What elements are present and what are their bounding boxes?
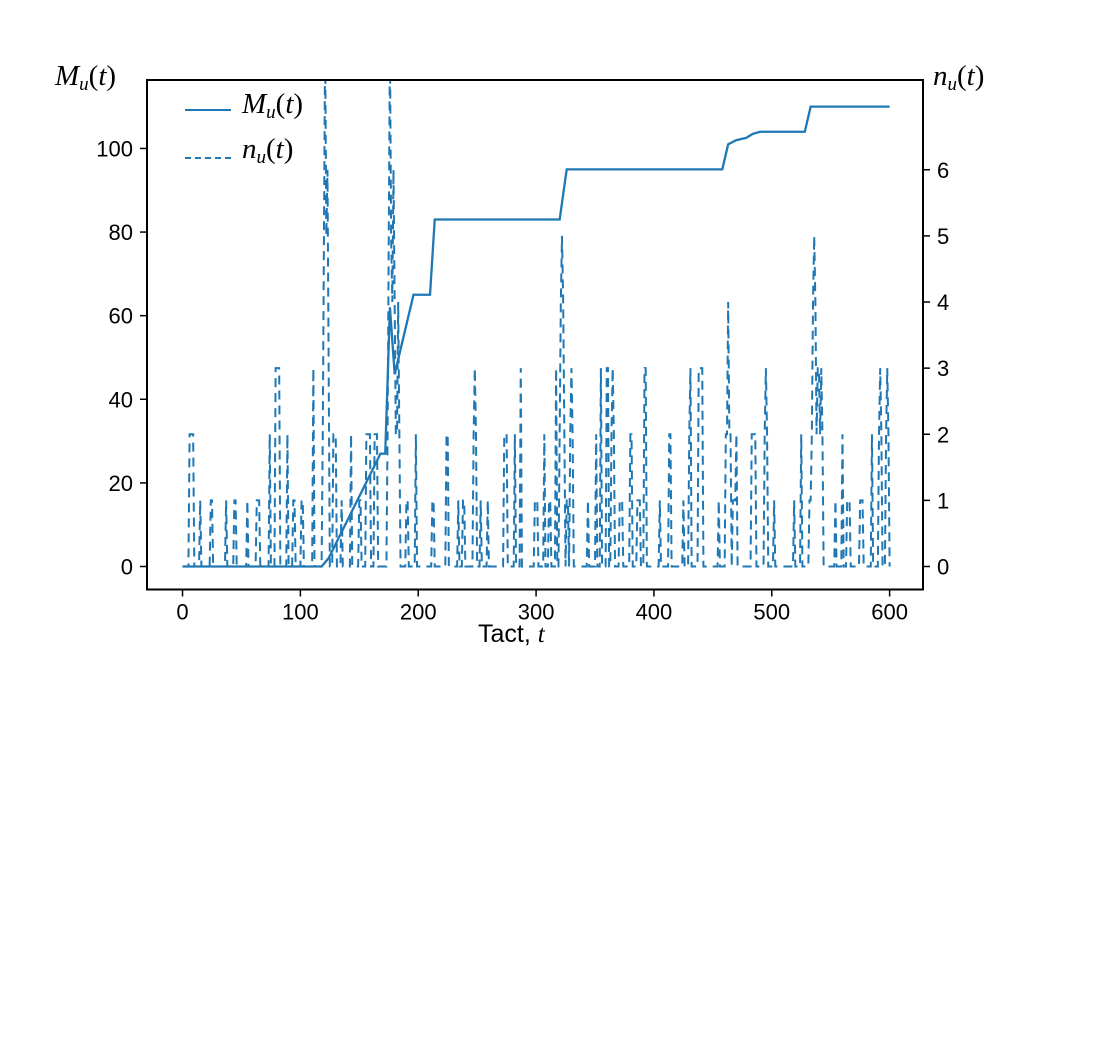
svg-text:20: 20 [109,471,133,496]
svg-text:0: 0 [176,600,188,625]
svg-text:1: 1 [937,488,949,513]
svg-text:500: 500 [753,600,790,625]
svg-text:400: 400 [636,600,673,625]
svg-text:600: 600 [871,600,908,625]
svg-text:100: 100 [96,136,133,161]
svg-text:0: 0 [937,555,949,580]
svg-text:100: 100 [282,600,319,625]
svg-text:0: 0 [121,555,133,580]
svg-text:40: 40 [109,387,133,412]
svg-text:6: 6 [937,158,949,183]
svg-text:2: 2 [937,422,949,447]
svg-text:5: 5 [937,224,949,249]
svg-text:4: 4 [937,290,949,315]
svg-text:200: 200 [400,600,437,625]
svg-text:3: 3 [937,356,949,381]
svg-text:80: 80 [109,220,133,245]
svg-text:60: 60 [109,304,133,329]
